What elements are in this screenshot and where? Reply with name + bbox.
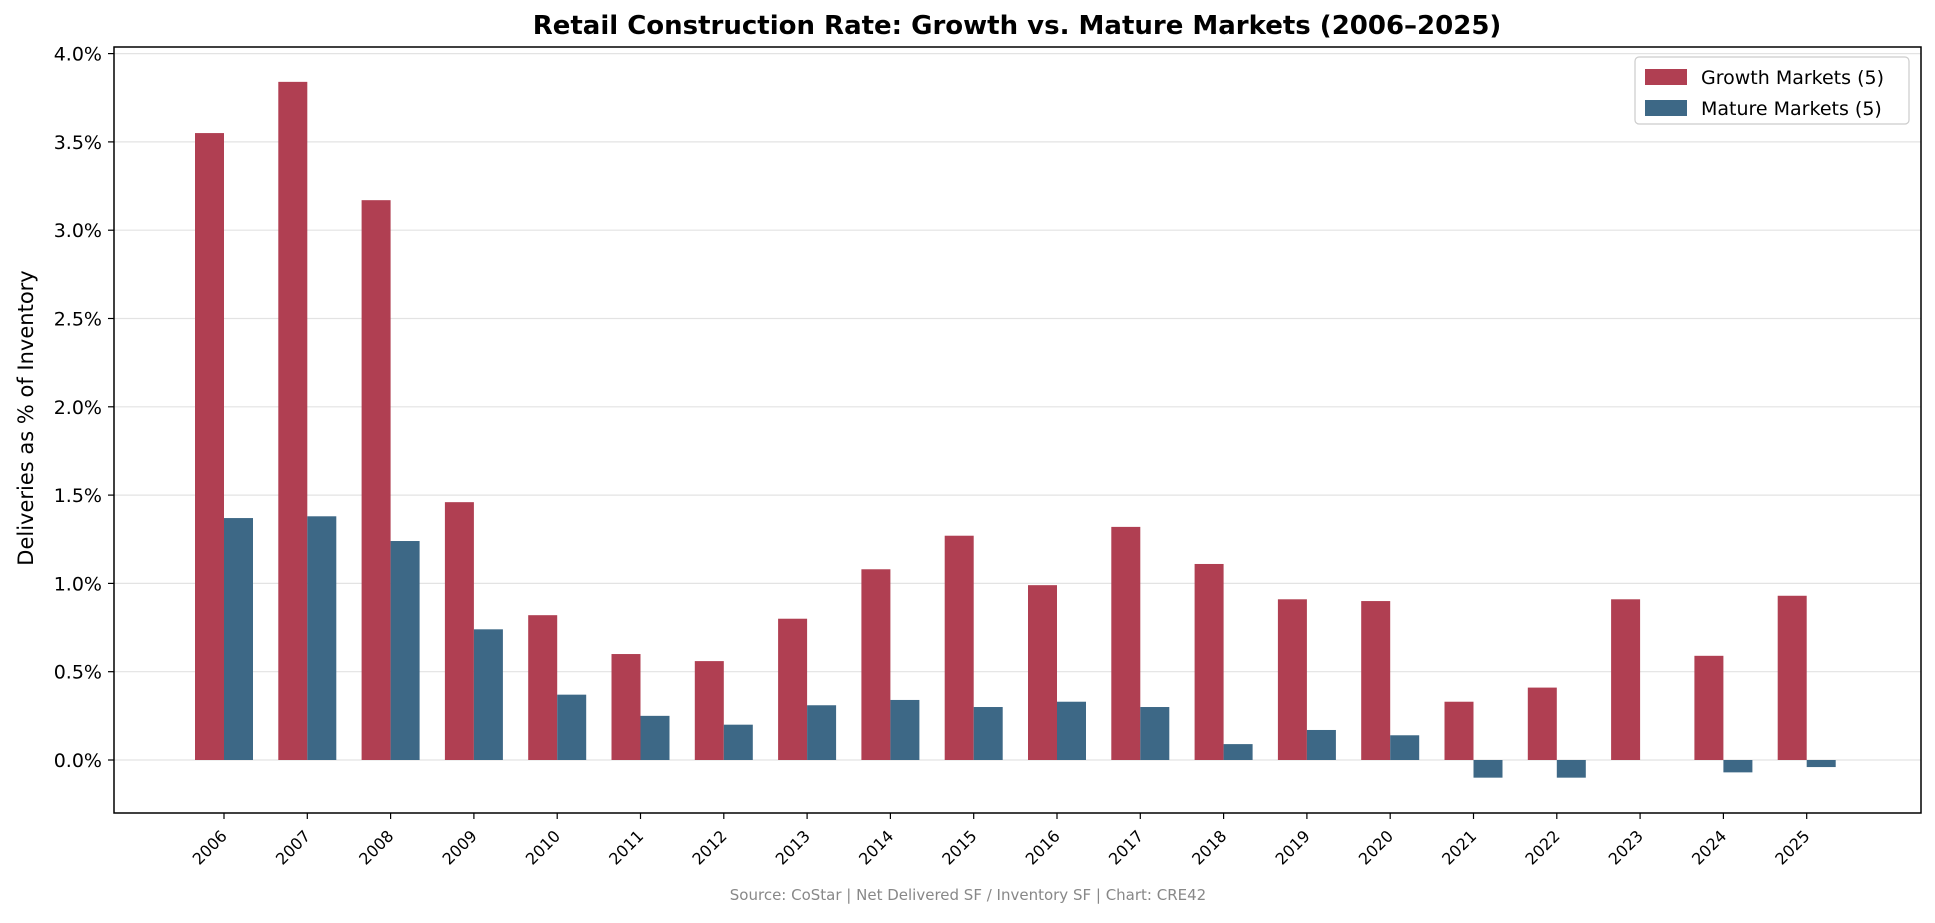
x-tick-label: 2009 bbox=[439, 826, 481, 868]
legend: Growth Markets (5) Mature Markets (5) bbox=[1635, 57, 1909, 124]
x-tick-label: 2019 bbox=[1272, 826, 1314, 868]
bar-mature-2018 bbox=[1224, 744, 1253, 760]
bar-growth-2014 bbox=[861, 569, 890, 760]
x-tick-label: 2017 bbox=[1105, 826, 1147, 868]
x-tick-label: 2020 bbox=[1355, 826, 1397, 868]
y-tick-label: 1.5% bbox=[54, 485, 102, 507]
bar-growth-2024 bbox=[1694, 656, 1723, 760]
bar-growth-2013 bbox=[778, 619, 807, 760]
bar-mature-2010 bbox=[557, 695, 586, 760]
bar-mature-2017 bbox=[1140, 707, 1169, 760]
bar-mature-2009 bbox=[474, 629, 503, 760]
bar-growth-2008 bbox=[362, 200, 391, 760]
y-tick-label: 1.0% bbox=[54, 573, 102, 595]
y-tick-label: 2.5% bbox=[54, 309, 102, 331]
bar-mature-2013 bbox=[807, 705, 836, 760]
x-tick-label: 2007 bbox=[272, 826, 314, 868]
y-tick-label: 3.0% bbox=[54, 220, 102, 242]
x-tick-label: 2024 bbox=[1688, 826, 1730, 868]
x-tick-label: 2006 bbox=[189, 826, 231, 868]
chart-title: Retail Construction Rate: Growth vs. Mat… bbox=[533, 11, 1502, 41]
legend-swatch bbox=[1645, 69, 1687, 85]
bar-mature-2019 bbox=[1307, 730, 1336, 760]
x-tick-label: 2014 bbox=[855, 826, 897, 868]
y-tick-label: 0.0% bbox=[54, 750, 102, 772]
bar-mature-2014 bbox=[890, 700, 919, 760]
bar-mature-2022 bbox=[1557, 760, 1586, 778]
x-tick-label: 2013 bbox=[772, 826, 814, 868]
bar-mature-2006 bbox=[224, 518, 253, 760]
bar-growth-2018 bbox=[1195, 564, 1224, 760]
bar-mature-2008 bbox=[391, 541, 420, 760]
x-tick-label: 2012 bbox=[688, 826, 730, 868]
y-tick-label: 2.0% bbox=[54, 397, 102, 419]
x-tick-label: 2010 bbox=[522, 826, 564, 868]
x-tick-label: 2016 bbox=[1022, 826, 1064, 868]
bar-mature-2011 bbox=[641, 716, 670, 760]
bar-mature-2020 bbox=[1390, 735, 1419, 760]
x-tick-label: 2022 bbox=[1521, 826, 1563, 868]
bar-mature-2012 bbox=[724, 725, 753, 760]
y-tick-label: 0.5% bbox=[54, 662, 102, 684]
y-tick-label: 3.5% bbox=[54, 132, 102, 154]
bar-growth-2025 bbox=[1778, 596, 1807, 760]
bars-layer bbox=[195, 82, 1836, 778]
x-tick-label: 2025 bbox=[1771, 826, 1813, 868]
bar-growth-2015 bbox=[945, 536, 974, 760]
bar-mature-2024 bbox=[1723, 760, 1752, 772]
bar-mature-2016 bbox=[1057, 702, 1086, 760]
bar-growth-2011 bbox=[612, 654, 641, 760]
bar-growth-2016 bbox=[1028, 585, 1057, 760]
bar-growth-2022 bbox=[1528, 688, 1557, 760]
bar-growth-2020 bbox=[1361, 601, 1390, 760]
bar-growth-2012 bbox=[695, 661, 724, 760]
bar-growth-2017 bbox=[1111, 527, 1140, 760]
legend-swatch bbox=[1645, 100, 1687, 116]
x-tick-label: 2008 bbox=[355, 826, 397, 868]
x-tick-label: 2023 bbox=[1605, 826, 1647, 868]
bar-mature-2021 bbox=[1474, 760, 1503, 778]
bar-growth-2009 bbox=[445, 502, 474, 760]
source-note: Source: CoStar | Net Delivered SF / Inve… bbox=[730, 886, 1206, 904]
x-tick-label: 2011 bbox=[605, 826, 647, 868]
bar-growth-2023 bbox=[1611, 599, 1640, 760]
bar-growth-2021 bbox=[1445, 702, 1474, 760]
x-tick-label: 2018 bbox=[1188, 826, 1230, 868]
bar-growth-2006 bbox=[195, 133, 224, 760]
bar-growth-2007 bbox=[278, 82, 307, 760]
bar-growth-2019 bbox=[1278, 599, 1307, 760]
x-tick-label: 2015 bbox=[938, 826, 980, 868]
y-axis-label: Deliveries as % of Inventory bbox=[14, 270, 38, 565]
bar-mature-2007 bbox=[307, 516, 336, 760]
bar-growth-2010 bbox=[528, 615, 557, 760]
legend-label: Mature Markets (5) bbox=[1701, 98, 1882, 120]
x-tick-label: 2021 bbox=[1438, 826, 1480, 868]
bar-mature-2025 bbox=[1807, 760, 1836, 767]
bar-mature-2015 bbox=[974, 707, 1003, 760]
legend-label: Growth Markets (5) bbox=[1701, 67, 1884, 89]
y-tick-label: 4.0% bbox=[54, 44, 102, 66]
